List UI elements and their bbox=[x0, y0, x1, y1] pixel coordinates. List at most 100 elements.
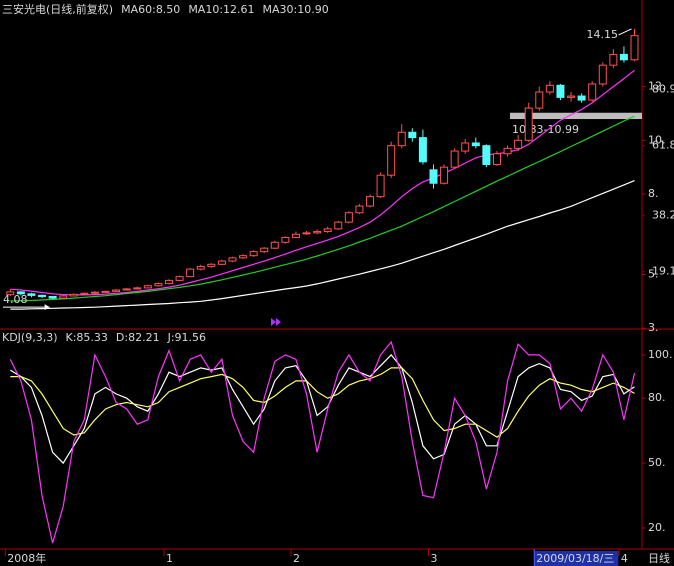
cursor-label-bg bbox=[534, 551, 619, 566]
candle-body bbox=[588, 83, 597, 101]
price-band bbox=[510, 112, 642, 120]
candle-body bbox=[514, 139, 523, 149]
candle-body bbox=[313, 231, 322, 234]
x-tick-label: 2008年 bbox=[7, 551, 46, 565]
candle-body bbox=[69, 293, 78, 297]
candle-body bbox=[355, 205, 364, 214]
y2-tick-label: 61.8 bbox=[652, 139, 674, 152]
legend-entry: MA10:12.61 bbox=[188, 3, 254, 16]
candle-body bbox=[630, 35, 639, 61]
legend-entry: K:85.33 bbox=[66, 331, 108, 344]
marker-icon bbox=[276, 318, 281, 326]
candle-body bbox=[281, 236, 290, 243]
candle-body bbox=[249, 251, 258, 257]
candle-body bbox=[397, 131, 406, 147]
legend-entry: MA60:8.50 bbox=[121, 3, 180, 16]
high-arrow bbox=[618, 28, 632, 36]
series-line bbox=[9, 340, 636, 544]
candle-body bbox=[567, 95, 576, 98]
candle-body bbox=[366, 196, 375, 207]
candle-body bbox=[101, 290, 110, 293]
candle-body bbox=[228, 257, 237, 262]
candle-body bbox=[577, 95, 586, 101]
candle-body bbox=[270, 241, 279, 249]
x-tick-label: 1 bbox=[166, 552, 173, 565]
candle-body bbox=[186, 268, 195, 278]
series-line bbox=[10, 180, 635, 310]
candle-body bbox=[154, 283, 163, 287]
band-label: 10.83-10.99 bbox=[512, 123, 579, 136]
candle-body bbox=[376, 174, 385, 198]
series-line bbox=[10, 367, 635, 438]
candle-body bbox=[27, 293, 36, 296]
series-line bbox=[10, 69, 635, 296]
candle-body bbox=[80, 292, 89, 295]
candle-body bbox=[609, 53, 618, 66]
candle-body bbox=[619, 53, 628, 61]
period-label: 日线 bbox=[648, 551, 670, 565]
candle-body bbox=[344, 212, 353, 223]
x-tick-label: 4 bbox=[621, 552, 628, 565]
legend-entry: MA30:10.90 bbox=[263, 3, 329, 16]
candle-body bbox=[291, 233, 300, 238]
candle-body bbox=[429, 169, 438, 184]
candle-body bbox=[545, 84, 554, 93]
x-tick-label: 3 bbox=[430, 552, 437, 565]
legend-entry: J:91.56 bbox=[167, 331, 206, 344]
y-tick-label: 20. bbox=[648, 521, 666, 534]
candle-body bbox=[143, 285, 152, 289]
candle-body bbox=[450, 150, 459, 168]
marker-icon bbox=[271, 318, 276, 326]
candle-body bbox=[492, 153, 501, 165]
candle-body bbox=[535, 91, 544, 109]
candle-body bbox=[334, 221, 343, 230]
candle-body bbox=[418, 137, 427, 163]
candle-body bbox=[302, 232, 311, 235]
candle-body bbox=[503, 147, 512, 155]
high-label: 14.15 bbox=[587, 28, 619, 41]
legend-entry: D:82.21 bbox=[116, 331, 160, 344]
candle-body bbox=[556, 84, 565, 98]
candle-body bbox=[440, 166, 449, 184]
candle-body bbox=[217, 260, 226, 265]
y-tick-label: 8. bbox=[648, 187, 659, 200]
series-line bbox=[10, 115, 635, 302]
candle-body bbox=[175, 276, 184, 281]
y-tick-label: 12. bbox=[648, 80, 666, 93]
panel-title: 三安光电(日线,前复权) bbox=[2, 2, 113, 16]
candle-body bbox=[598, 64, 607, 85]
y-tick-label: 80. bbox=[648, 391, 666, 404]
candle-body bbox=[38, 294, 47, 297]
candle-body bbox=[524, 107, 533, 141]
candle-body bbox=[112, 289, 121, 292]
candle-body bbox=[239, 255, 248, 259]
candle-body bbox=[260, 247, 269, 253]
candle-body bbox=[6, 291, 15, 296]
candle-body bbox=[164, 279, 173, 285]
candle-body bbox=[90, 291, 99, 294]
y-tick-label: 3. bbox=[648, 321, 659, 334]
x-tick-label: 2009/03/18/三 bbox=[536, 552, 614, 565]
y2-tick-label: 38.2 bbox=[652, 208, 674, 221]
candle-body bbox=[482, 145, 491, 165]
low-label: 4.08 bbox=[3, 293, 28, 306]
low-arrowhead bbox=[44, 304, 50, 311]
candle-body bbox=[408, 131, 417, 139]
candle-body bbox=[16, 291, 25, 295]
candle-body bbox=[207, 263, 216, 267]
y-tick-label: 100. bbox=[648, 348, 673, 361]
candle-body bbox=[471, 142, 480, 147]
candle-body bbox=[59, 295, 68, 299]
candle-body bbox=[196, 265, 205, 270]
candle-body bbox=[461, 142, 470, 152]
y-tick-label: 50. bbox=[648, 456, 666, 469]
candle-body bbox=[323, 228, 332, 233]
y2-tick-label: 80.9 bbox=[652, 82, 674, 95]
y-tick-label: 5. bbox=[648, 267, 659, 280]
series-line bbox=[9, 354, 635, 465]
panel-title: KDJ(9,3,3) bbox=[2, 331, 58, 344]
y-tick-label: 10. bbox=[648, 133, 666, 146]
candle-body bbox=[133, 287, 142, 290]
